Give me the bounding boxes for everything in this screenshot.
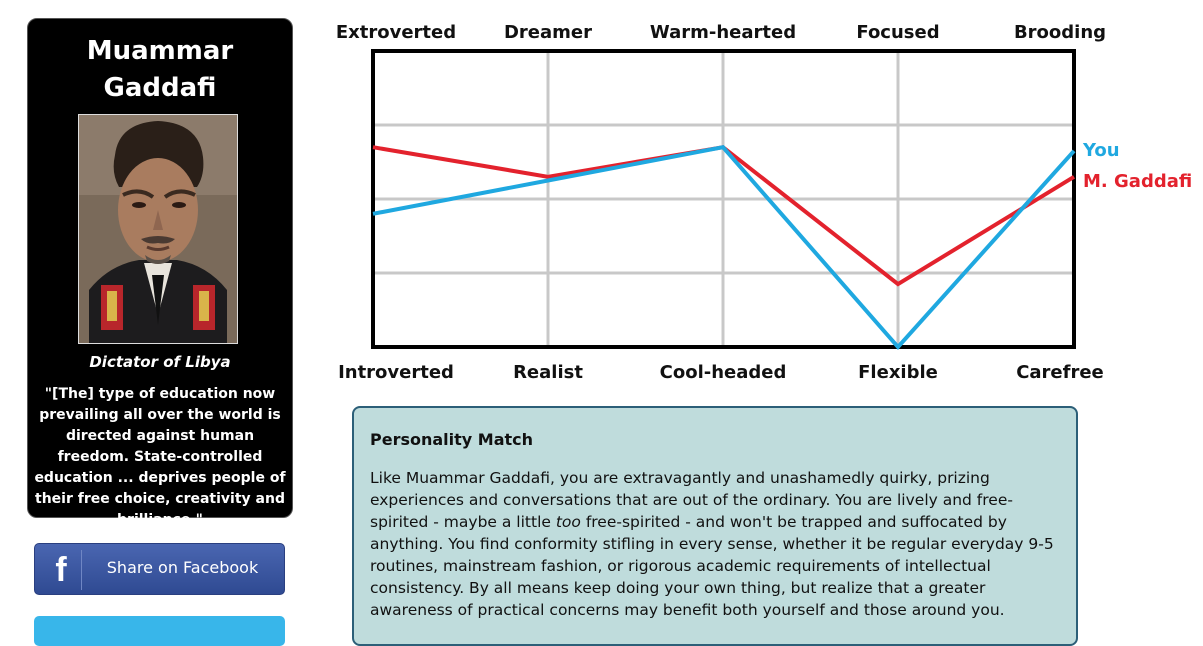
share-facebook-label: Share on Facebook	[106, 558, 259, 577]
series-line-you	[372, 145, 1076, 351]
top-axis-label: Brooding	[1014, 22, 1106, 43]
chart-frame	[371, 49, 1076, 349]
personality-match-title: Personality Match	[370, 430, 534, 449]
profile-quote: "[The] type of education now prevailing …	[34, 386, 286, 528]
share-twitter-button[interactable]	[34, 616, 285, 646]
bottom-axis-label: Cool-headed	[660, 362, 787, 383]
top-axis-labels: Extroverted Dreamer Warm-hearted Focused Bro…	[336, 22, 1106, 43]
bottom-axis-label: Introverted	[338, 362, 454, 383]
bottom-axis-label: Realist	[513, 362, 583, 383]
personality-match-text: Like Muammar Gaddafi, you are extravagan…	[370, 469, 1054, 619]
bottom-axis-label: Carefree	[1016, 362, 1104, 383]
chart-series	[372, 145, 1076, 351]
portrait-image	[78, 114, 238, 344]
chart-legend: You M. Gaddafi	[1082, 140, 1192, 192]
profile-role: Dictator of Libya	[89, 353, 231, 371]
bottom-axis-labels: Introverted Realist Cool-headed Flexible Car…	[338, 362, 1104, 383]
top-axis-label: Focused	[856, 22, 939, 43]
personality-match-panel: Personality Match Like Muammar Gaddafi, …	[352, 406, 1078, 646]
share-facebook-button[interactable]: f Share on Facebook	[34, 543, 285, 595]
top-axis-label: Warm-hearted	[650, 22, 796, 43]
chart-grid	[373, 51, 1074, 347]
facebook-icon: f	[41, 550, 82, 590]
personality-chart: Extroverted Dreamer Warm-hearted Focused Bro…	[336, 22, 1192, 383]
top-axis-label: Dreamer	[504, 22, 592, 43]
bottom-axis-label: Flexible	[858, 362, 938, 383]
legend-label: M. Gaddafi	[1083, 171, 1192, 192]
top-axis-label: Extroverted	[336, 22, 456, 43]
profile-card: Muammar Gaddafi Dictator of Libya "[The]	[27, 18, 293, 528]
legend-label: You	[1082, 140, 1120, 161]
profile-name: Muammar Gaddafi	[86, 36, 234, 103]
